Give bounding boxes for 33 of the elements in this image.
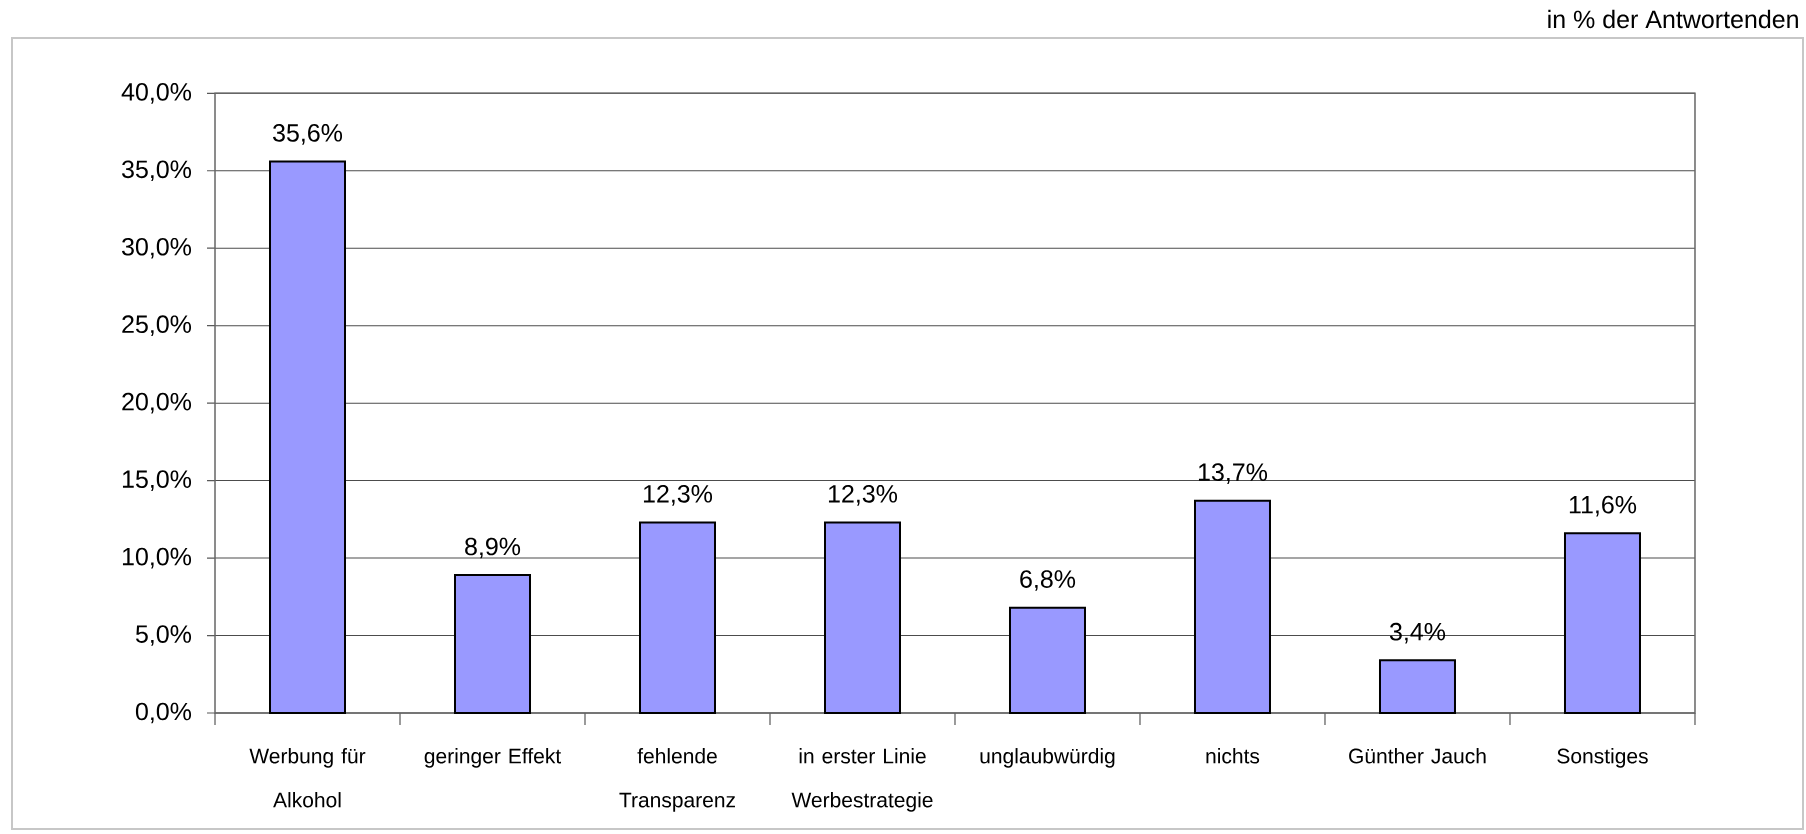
bar	[1378, 659, 1456, 714]
bar	[269, 160, 346, 714]
data-label: 35,6%	[273, 124, 343, 145]
bar	[454, 574, 532, 714]
x-tick-label: unglaubwürdig	[980, 748, 1115, 768]
data-label: 8,9%	[465, 537, 521, 559]
x-tick-label: Sonstiges	[1557, 748, 1648, 768]
x-tick-label: nichts	[1206, 748, 1260, 764]
y-tick-label: 40,0%	[121, 82, 192, 104]
text: in % der Antwortenden	[1548, 9, 1798, 29]
data-label: 12,3%	[828, 484, 898, 506]
bar	[824, 521, 901, 714]
bar	[1563, 532, 1641, 714]
category-label: in erster Linie Werbestrategie	[791, 748, 933, 812]
bar	[1194, 499, 1271, 714]
y-tick-label: 20,0%	[122, 392, 192, 414]
x-tick-label: Werbung für Alkohol	[249, 748, 366, 808]
y-tick-label: 25,0%	[122, 315, 192, 337]
y-tick-label: 0,0%	[135, 702, 192, 724]
y-tick-label: 10,0%	[122, 547, 192, 569]
data-label: 12,3%	[643, 484, 713, 506]
bar	[1008, 606, 1086, 714]
x-tick-label: Günther Jauch	[1349, 748, 1486, 764]
y-tick-label: 30,0%	[122, 237, 192, 259]
category-label: fehlende Transparenz	[619, 748, 735, 812]
data-label: 13,7%	[1198, 463, 1268, 484]
y-tick-label: 5,0%	[135, 625, 192, 646]
bar	[639, 521, 716, 714]
y-tick-label: 15,0%	[122, 470, 192, 491]
y-tick-label: 35,0%	[122, 160, 192, 182]
x-tick-label: geringer Effekt	[424, 748, 562, 768]
data-label: 6,8%	[1020, 570, 1076, 591]
data-label: 11,6%	[1569, 495, 1637, 517]
